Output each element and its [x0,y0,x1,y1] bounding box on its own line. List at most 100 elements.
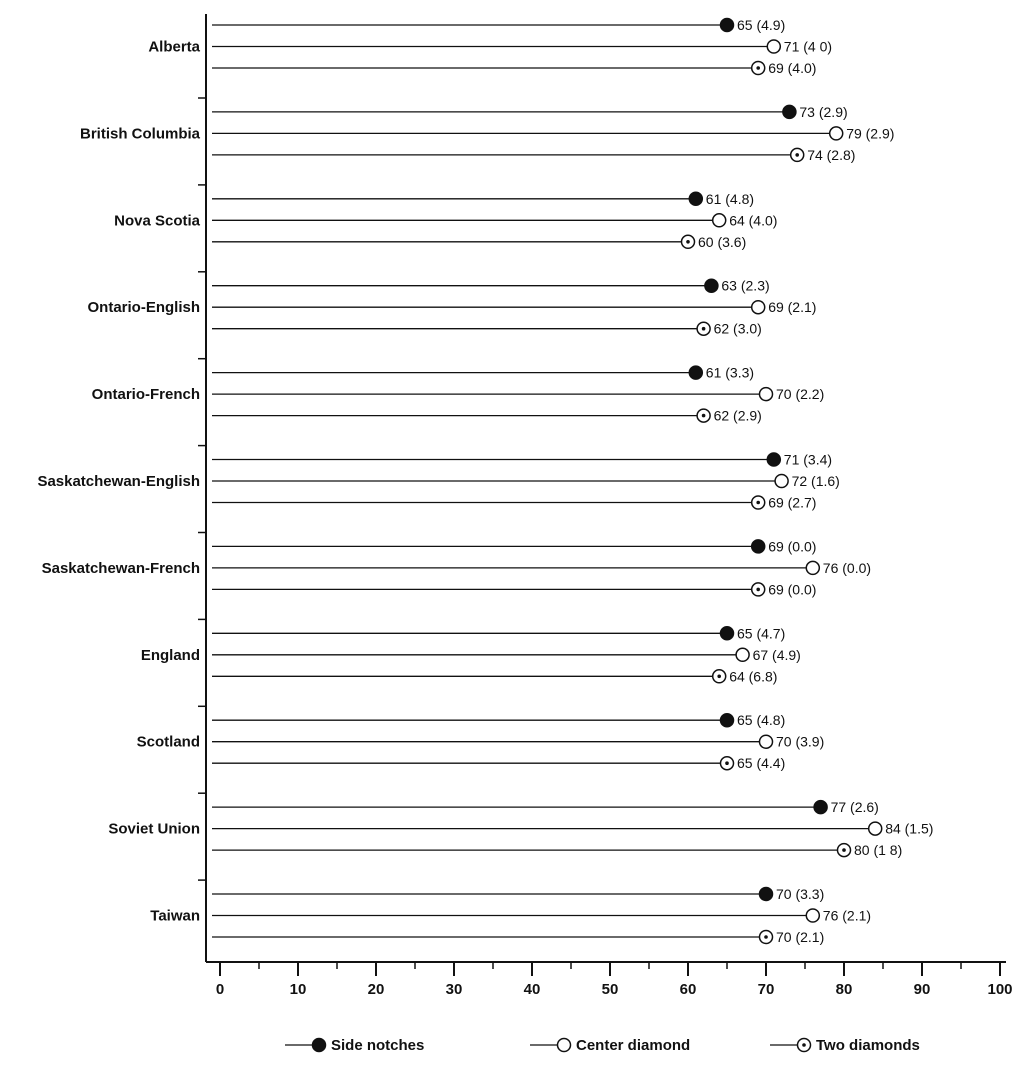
point-marker [828,126,844,141]
point-marker [867,821,883,836]
data-label: 65 (4.9) [737,17,785,33]
point-marker [750,495,766,510]
point-marker [766,39,782,54]
point-marker [758,886,774,902]
point-marker [688,191,704,207]
x-tick-label: 90 [914,981,931,998]
point-marker [836,842,852,858]
legend-item: Two diamonds [770,1037,920,1054]
legend-label: Side notches [331,1037,424,1054]
data-label: 69 (2.7) [768,495,816,511]
legend-marker [796,1037,812,1053]
point-marker [750,299,766,315]
data-label: 70 (3.9) [776,734,824,750]
x-tick-label: 40 [524,981,541,998]
x-tick-label: 80 [836,981,853,998]
data-label: 65 (4.4) [737,755,785,771]
point-marker [719,712,735,728]
category-label: England [141,647,200,664]
axes: 0 10 20 30 40 50 60 70 80 90 100 Alberta British Col… [37,14,1013,998]
legend-item: Center diamond [530,1037,690,1054]
data-label: 71 (3.4) [784,452,832,468]
data-label: 60 (3.6) [698,234,746,250]
legend-marker [311,1037,327,1053]
point-marker [758,734,774,749]
point-marker [696,408,711,423]
x-tick-label: 70 [758,981,775,998]
point-marker [704,278,719,293]
legend-label: Center diamond [576,1037,690,1054]
data-label: 70 (2.1) [776,929,824,945]
data-label: 62 (2.9) [714,408,762,424]
data-label: 69 (4.0) [768,60,816,76]
data-label: 73 (2.9) [799,104,847,120]
point-marker [719,626,735,641]
point-marker [688,365,704,380]
x-tick-label: 30 [446,981,463,998]
chart-marks: 65 (4.9) 71 (4 0) 69 (4.0) 73 (2.9) 79 (2.9)… [212,17,933,945]
point-marker [750,60,766,76]
point-marker [750,539,766,554]
data-label: 67 (4.9) [753,647,801,663]
x-tick-label: 20 [368,981,385,998]
data-label: 70 (3.3) [776,886,824,902]
point-marker [719,17,735,33]
data-label: 69 (0.0) [768,538,816,554]
data-label: 65 (4.7) [737,625,785,641]
point-marker [696,321,711,336]
point-marker [758,929,774,945]
x-tick-label: 50 [602,981,619,998]
legend: Side notches Center diamond Two diamonds [285,1037,920,1054]
data-label: 63 (2.3) [721,278,769,294]
x-tick-label: 0 [216,981,224,998]
data-label: 61 (3.3) [706,365,754,381]
point-marker [711,669,727,684]
point-marker [782,104,797,120]
data-label: 69 (0.0) [768,581,816,597]
data-label: 62 (3.0) [714,321,762,337]
x-tick-label: 100 [987,981,1012,998]
point-marker [774,473,789,489]
category-label: Soviet Union [108,821,200,838]
category-label: Ontario-English [88,299,201,316]
category-label: Taiwan [150,908,200,925]
data-label: 77 (2.6) [831,799,879,815]
data-label: 80 (1 8) [854,842,902,858]
category-label: Nova Scotia [114,212,201,229]
category-label: Alberta [148,39,200,56]
category-label: Saskatchewan-English [37,473,200,490]
data-label: 71 (4 0) [784,39,832,55]
point-marker [750,582,766,597]
legend-item: Side notches [285,1037,424,1054]
point-marker [766,452,782,467]
point-marker [805,908,821,923]
data-label: 76 (2.1) [823,908,871,924]
point-marker [758,386,774,402]
category-label: Saskatchewan-French [42,560,200,577]
data-label: 69 (2.1) [768,299,816,315]
data-label: 70 (2.2) [776,386,824,402]
point-marker [680,234,696,250]
legend-label: Two diamonds [816,1037,920,1054]
data-label: 74 (2.8) [807,147,855,163]
data-label: 84 (1.5) [885,821,933,837]
data-label: 64 (4.0) [729,212,777,228]
data-label: 65 (4.8) [737,712,785,728]
point-marker [813,799,828,815]
legend-marker [556,1037,572,1053]
data-label: 72 (1.6) [792,473,840,489]
x-tick-label: 60 [680,981,697,998]
x-tick-label: 10 [290,981,307,998]
data-label: 64 (6.8) [729,668,777,684]
point-marker [719,755,735,771]
data-label: 79 (2.9) [846,125,894,141]
category-label: Scotland [137,734,200,751]
data-label: 61 (4.8) [706,191,754,207]
point-marker [789,147,805,163]
point-marker [735,647,750,663]
point-marker [805,560,821,576]
data-label: 76 (0.0) [823,560,871,576]
category-label: Ontario-French [92,386,200,403]
category-label: British Columbia [80,125,201,142]
